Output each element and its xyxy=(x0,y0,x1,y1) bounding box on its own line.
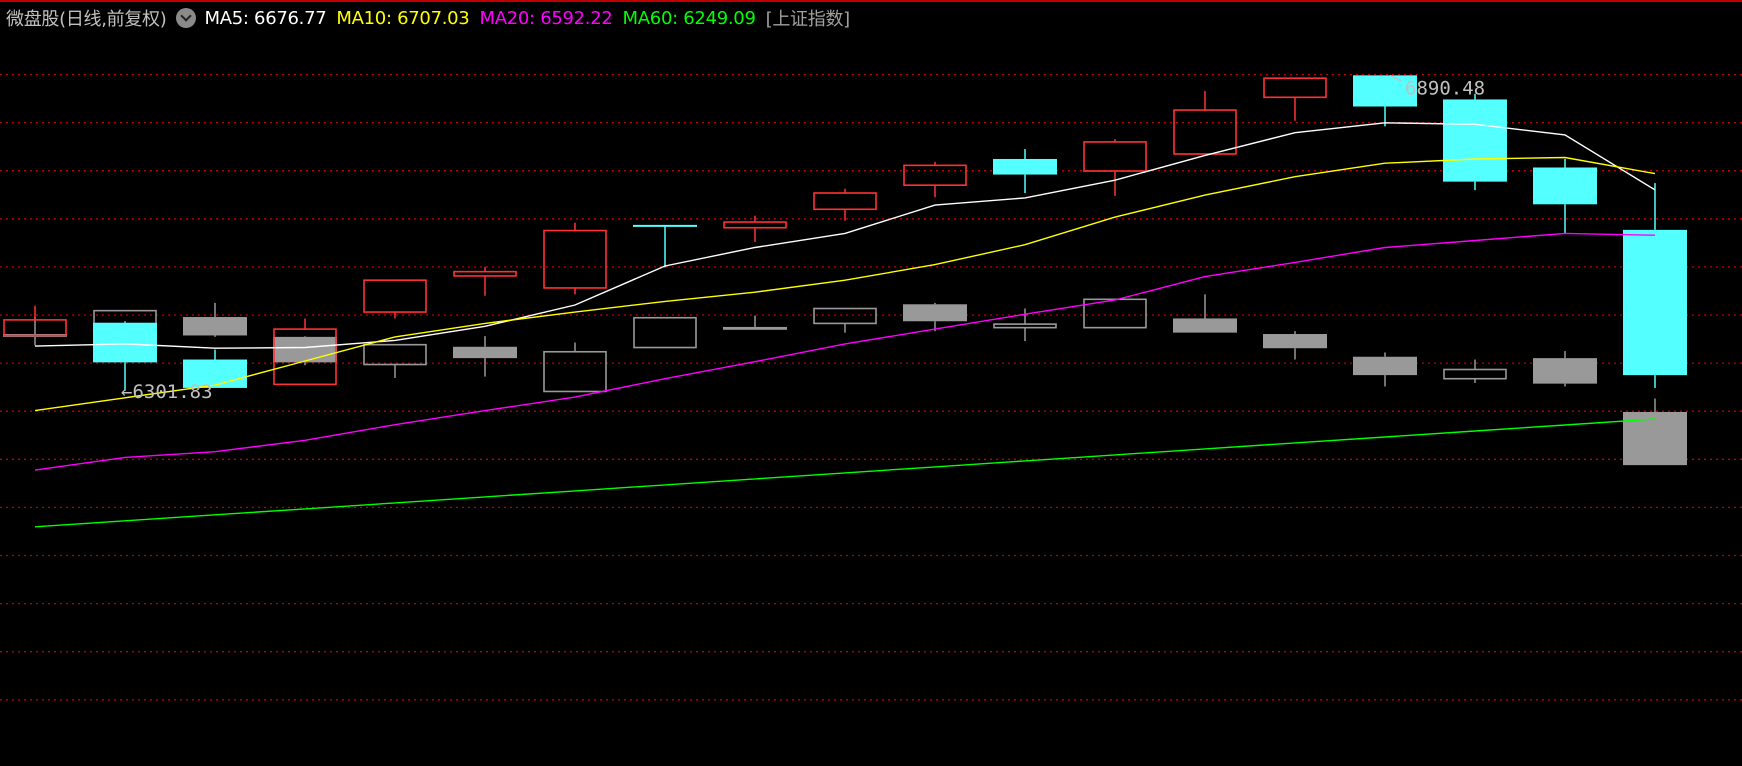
overlay-index-label[interactable]: [上证指数] xyxy=(765,9,851,30)
ma5-label: MA5: 6676.77 xyxy=(204,7,327,29)
ma10-label: MA10: 6707.03 xyxy=(336,7,470,29)
chevron-down-circle-icon[interactable] xyxy=(176,8,197,28)
overlay-candle-body xyxy=(1353,356,1417,376)
candle-body xyxy=(93,322,157,363)
overlay-candle-body xyxy=(813,307,877,325)
candle-body xyxy=(1623,229,1687,376)
candle-body xyxy=(273,328,337,386)
overlay-candle-body xyxy=(1173,318,1237,333)
candle-body xyxy=(993,158,1057,175)
top-border xyxy=(0,0,1742,2)
ma20-label: MA20: 6592.22 xyxy=(479,7,613,29)
candle-body xyxy=(1443,99,1507,182)
overlay-candle-body xyxy=(273,336,337,363)
candle-body xyxy=(813,192,877,211)
high-price-label: 6890.48 xyxy=(1405,77,1485,99)
ma60-line xyxy=(34,418,1656,528)
candle-body xyxy=(903,164,967,186)
overlay-candle-body xyxy=(633,316,697,349)
candle-body xyxy=(1083,141,1147,172)
overlay-candle-body xyxy=(543,350,607,393)
candle-body xyxy=(1263,77,1327,99)
candle-body xyxy=(1353,75,1417,107)
overlay-candle-body xyxy=(723,326,787,330)
candle-body xyxy=(1533,167,1597,205)
candle-body xyxy=(723,221,787,229)
candle-body xyxy=(453,270,517,277)
candle-body xyxy=(633,224,697,227)
overlay-candle-body xyxy=(903,304,967,322)
ma60-label: MA60: 6249.09 xyxy=(622,7,756,29)
overlay-candle-body xyxy=(993,323,1057,329)
chart-title: 微盘股(日线,前复权) xyxy=(6,9,167,30)
overlay-candle-body xyxy=(1443,368,1507,380)
ma5-line xyxy=(34,122,1656,349)
candle-body xyxy=(1173,109,1237,155)
overlay-candle-body xyxy=(1263,334,1327,349)
low-price-label: ←6301.83 xyxy=(121,381,213,403)
overlay-candle-body xyxy=(1533,358,1597,384)
overlay-candle-body xyxy=(183,317,247,336)
candle-body xyxy=(183,359,247,388)
candle-body xyxy=(543,229,607,289)
candle-body xyxy=(363,279,427,313)
ma20-line xyxy=(34,232,1656,471)
high-arrow-icon xyxy=(1389,74,1403,82)
chart-header: 微盘股(日线,前复权) MA5: 6676.77 MA10: 6707.03 M… xyxy=(6,5,860,31)
overlay-candle-body xyxy=(453,346,517,359)
candle-body xyxy=(3,319,67,337)
overlay-candle-body xyxy=(363,343,427,366)
ma10-line xyxy=(34,156,1656,412)
